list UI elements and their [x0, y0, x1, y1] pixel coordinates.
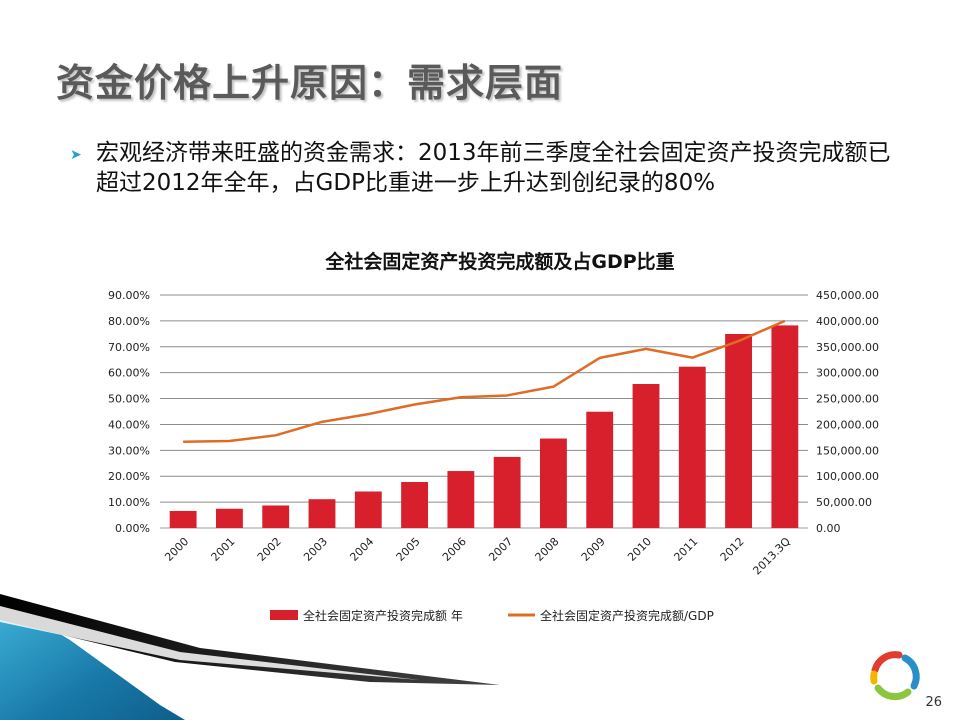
bar — [308, 499, 336, 528]
bar — [540, 438, 567, 528]
bar — [447, 471, 475, 528]
bar — [725, 333, 752, 528]
legend-label-bar: 全社会固定资产投资完成额 年 — [303, 608, 463, 623]
x-tick-label: 2002 — [255, 535, 284, 564]
bullet-point: ➤ 宏观经济带来旺盛的资金需求：2013年前三季度全社会固定资产投资完成额已超过… — [70, 138, 900, 198]
right-tick-label: 300,000.00 — [816, 367, 879, 380]
gdp-ratio-line — [183, 319, 786, 444]
right-tick-label: 150,000.00 — [816, 444, 879, 457]
right-tick-label: 400,000.00 — [816, 315, 879, 328]
right-tick-label: 100,000.00 — [816, 470, 879, 483]
left-tick-label: 10.00% — [108, 496, 150, 509]
page-number: 26 — [925, 695, 942, 710]
legend-swatch-bar — [270, 610, 298, 620]
right-tick-label: 200,000.00 — [816, 418, 879, 431]
x-tick-label: 2009 — [579, 535, 608, 564]
bar — [262, 505, 290, 528]
x-tick-label: 2013.3Q — [750, 535, 793, 578]
x-tick-label: 2004 — [347, 535, 376, 564]
left-tick-label: 50.00% — [108, 393, 150, 406]
left-tick-label: 90.00% — [108, 289, 150, 302]
logo — [870, 651, 920, 701]
gridlines — [160, 294, 808, 529]
right-tick-label: 0.00 — [816, 522, 841, 535]
x-tick-label: 2001 — [209, 535, 238, 564]
right-tick-label: 50,000.00 — [816, 496, 872, 509]
arrow-bullet-icon: ➤ — [70, 147, 82, 163]
bar — [401, 482, 428, 528]
right-tick-label: 350,000.00 — [816, 341, 879, 354]
left-tick-label: 60.00% — [108, 367, 150, 380]
x-tick-label: 2010 — [625, 535, 654, 564]
x-axis: 2000 2001 2002 2003 2004 2005 2006 2007 2008 2009… — [162, 535, 793, 578]
bar — [354, 491, 382, 528]
left-tick-label: 30.00% — [108, 444, 150, 457]
bar — [586, 411, 614, 528]
left-tick-label: 20.00% — [108, 470, 150, 483]
bar — [678, 366, 706, 528]
x-tick-label: 2008 — [533, 535, 562, 564]
right-tick-label: 250,000.00 — [816, 393, 879, 406]
right-tick-label: 450,000.00 — [816, 289, 879, 302]
slide-title: 资金价格上升原因：需求层面 — [56, 61, 564, 105]
bar-series — [169, 325, 799, 528]
left-tick-label: 40.00% — [108, 418, 150, 431]
legend-label-line: 全社会固定资产投资完成额/GDP — [540, 608, 714, 623]
line-series — [183, 319, 786, 444]
bar — [493, 456, 521, 528]
x-tick-label: 2003 — [301, 535, 330, 564]
x-tick-label: 2007 — [486, 535, 515, 564]
bar — [216, 508, 243, 528]
chart-title: 全社会固定资产投资完成额及占GDP比重 — [324, 250, 674, 273]
left-tick-label: 0.00% — [115, 522, 150, 535]
x-tick-label: 2000 — [162, 535, 191, 564]
left-tick-label: 80.00% — [108, 315, 150, 328]
bar — [771, 325, 799, 528]
bar — [632, 384, 660, 528]
legend: 全社会固定资产投资完成额 年 全社会固定资产投资完成额/GDP — [270, 608, 714, 623]
x-tick-label: 2006 — [440, 535, 469, 564]
x-tick-label: 2005 — [394, 535, 423, 564]
left-tick-label: 70.00% — [108, 341, 150, 354]
right-axis: 0.00 50,000.00 100,000.00 150,000.00 200,000… — [816, 289, 879, 535]
bullet-text: 宏观经济带来旺盛的资金需求：2013年前三季度全社会固定资产投资完成额已超过20… — [96, 140, 891, 196]
x-tick-label: 2011 — [671, 535, 700, 564]
left-axis: 0.00% 10.00% 20.00% 30.00% 40.00% 50.00% 60.00… — [108, 289, 150, 535]
bar — [169, 510, 197, 528]
x-tick-label: 2012 — [718, 535, 747, 564]
